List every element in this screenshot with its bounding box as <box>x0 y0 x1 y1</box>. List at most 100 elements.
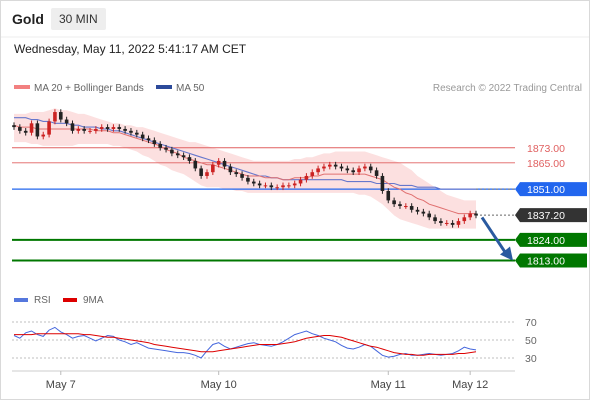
candle <box>211 161 215 176</box>
candle <box>140 131 145 142</box>
candle-body <box>415 209 420 212</box>
candle-body <box>47 121 51 135</box>
candle <box>58 109 63 123</box>
candle-body <box>322 166 326 169</box>
candle <box>146 135 151 144</box>
candle-body <box>439 221 443 223</box>
candle <box>18 124 22 134</box>
rsi-tick-label: 50 <box>525 335 537 347</box>
x-axis: May 7 May 10 May 11 May 12 <box>46 371 488 391</box>
candle-body <box>468 213 472 218</box>
candle-body <box>23 130 28 133</box>
candle-body <box>135 132 139 135</box>
candle-body <box>444 222 449 224</box>
candle-body <box>205 172 209 176</box>
candle <box>111 124 116 132</box>
timeframe-button[interactable]: 30 MIN <box>51 8 106 30</box>
resistance-tag: 1873.00 <box>527 143 565 155</box>
candle-body <box>164 147 168 150</box>
candle <box>70 120 75 134</box>
candle-body <box>316 168 320 173</box>
candle-body <box>88 130 92 132</box>
current-price-tag: 1837.20 <box>527 210 565 222</box>
candle <box>64 116 69 127</box>
candle <box>444 220 449 226</box>
candle-body <box>246 177 250 182</box>
candle-body <box>35 123 40 137</box>
candle <box>450 220 455 228</box>
candle-body <box>351 170 355 173</box>
candle <box>263 182 268 189</box>
candle <box>12 122 16 130</box>
candle <box>199 165 203 179</box>
candle-body <box>339 166 344 169</box>
candle <box>433 214 437 224</box>
candle <box>41 131 46 140</box>
candle-body <box>380 175 385 191</box>
candle-body <box>12 125 16 128</box>
candle <box>427 210 432 221</box>
candle-body <box>123 128 127 131</box>
candle <box>386 188 391 204</box>
candle <box>380 173 385 194</box>
candle-body <box>292 183 297 186</box>
price-tags: 1873.00 1865.00 1851.00 1824.00 1813.00 1837.… <box>515 143 587 268</box>
instrument-title: Gold <box>12 11 44 27</box>
rsi-line <box>13 326 477 359</box>
candle-body <box>392 200 396 205</box>
ma50-legend-label: MA 50 <box>176 83 205 94</box>
candle <box>292 180 297 189</box>
candle-body <box>211 164 215 173</box>
candle <box>170 146 174 157</box>
candle-body <box>199 168 203 176</box>
pivot-tag: 1851.00 <box>527 184 565 196</box>
candle-body <box>216 160 221 165</box>
candle <box>363 163 367 172</box>
candle <box>105 124 110 132</box>
candle-body <box>345 168 350 171</box>
candle-body <box>58 112 63 120</box>
candle-body <box>404 206 408 208</box>
candle <box>47 118 51 138</box>
candle-body <box>304 175 309 180</box>
support-tag-bg <box>515 232 587 247</box>
candle-body <box>456 221 461 225</box>
candle-body <box>29 123 34 133</box>
candle-body <box>234 172 239 175</box>
candle-body <box>474 213 478 216</box>
rsi-legend-swatch <box>14 298 28 302</box>
candle-body <box>170 149 174 154</box>
candle-body <box>129 130 133 133</box>
candle <box>392 197 396 207</box>
candle-body <box>146 138 151 141</box>
candle-body <box>275 187 279 189</box>
candle-body <box>152 140 157 144</box>
candle-body <box>94 128 98 131</box>
x-tick-label: May 10 <box>201 379 237 391</box>
candle-body <box>18 127 22 131</box>
rsi-legend-label: RSI <box>34 295 51 306</box>
rsi-panel: 30 50 70 <box>12 317 537 365</box>
candle <box>368 163 373 174</box>
candle <box>310 169 315 179</box>
support-tag-bg <box>515 253 587 268</box>
header: Gold 30 MIN <box>1 1 589 37</box>
candle <box>129 128 133 136</box>
candle-body <box>53 112 57 122</box>
candle-body <box>76 128 81 131</box>
candle <box>316 165 320 176</box>
candle <box>404 203 408 209</box>
rsi-ma-line <box>14 333 477 356</box>
copyright-text: Research © 2022 Trading Central <box>433 83 582 94</box>
candle <box>228 163 233 176</box>
candle-body <box>140 134 145 139</box>
candle <box>474 210 478 219</box>
ma50-legend-swatch <box>156 85 172 89</box>
candle <box>398 201 402 209</box>
candle <box>281 182 285 191</box>
candle-body <box>175 153 180 156</box>
candle <box>222 158 227 170</box>
forecast-arrow <box>480 216 513 261</box>
candle <box>287 182 291 189</box>
